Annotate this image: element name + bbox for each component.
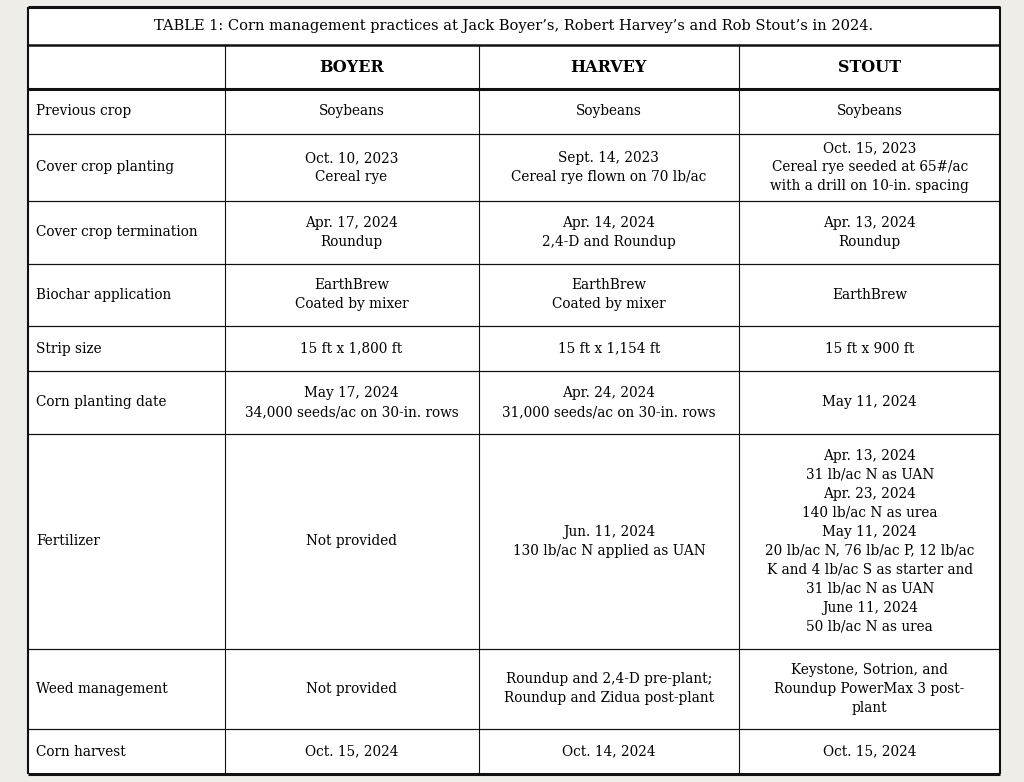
Text: Not provided: Not provided — [306, 682, 397, 696]
Text: HARVEY: HARVEY — [570, 59, 647, 76]
Text: 15 ft x 900 ft: 15 ft x 900 ft — [825, 342, 914, 356]
Text: Apr. 14, 2024
2,4-D and Roundup: Apr. 14, 2024 2,4-D and Roundup — [542, 216, 676, 249]
Bar — [739, 89, 1000, 134]
Bar — [478, 648, 739, 730]
Bar — [478, 434, 739, 648]
Bar — [739, 648, 1000, 730]
Bar — [224, 201, 478, 264]
Bar — [739, 326, 1000, 371]
Bar — [224, 89, 478, 134]
Bar — [28, 134, 224, 201]
Bar — [224, 434, 478, 648]
Text: Apr. 24, 2024
31,000 seeds/ac on 30-in. rows: Apr. 24, 2024 31,000 seeds/ac on 30-in. … — [502, 386, 716, 419]
Bar — [224, 648, 478, 730]
Text: May 11, 2024: May 11, 2024 — [822, 396, 918, 410]
Bar — [28, 730, 224, 774]
Text: Strip size: Strip size — [36, 342, 101, 356]
Bar — [28, 648, 224, 730]
Text: BOYER: BOYER — [319, 59, 384, 76]
Text: Corn harvest: Corn harvest — [36, 744, 126, 759]
Text: Oct. 15, 2023
Cereal rye seeded at 65#/ac
with a drill on 10-in. spacing: Oct. 15, 2023 Cereal rye seeded at 65#/a… — [770, 142, 969, 193]
Text: Not provided: Not provided — [306, 534, 397, 548]
Bar — [478, 89, 739, 134]
Bar — [478, 326, 739, 371]
Text: Apr. 13, 2024
31 lb/ac N as UAN
Apr. 23, 2024
140 lb/ac N as urea
May 11, 2024
2: Apr. 13, 2024 31 lb/ac N as UAN Apr. 23,… — [765, 449, 974, 633]
Bar — [739, 730, 1000, 774]
Text: EarthBrew: EarthBrew — [833, 288, 907, 302]
Bar — [739, 434, 1000, 648]
Bar — [28, 434, 224, 648]
Text: Biochar application: Biochar application — [36, 288, 171, 302]
Bar — [739, 371, 1000, 434]
Text: Sept. 14, 2023
Cereal rye flown on 70 lb/ac: Sept. 14, 2023 Cereal rye flown on 70 lb… — [511, 151, 707, 184]
Bar — [28, 7, 1000, 45]
Bar — [28, 264, 224, 326]
Text: 15 ft x 1,800 ft: 15 ft x 1,800 ft — [300, 342, 402, 356]
Text: Jun. 11, 2024
130 lb/ac N applied as UAN: Jun. 11, 2024 130 lb/ac N applied as UAN — [513, 525, 706, 558]
Text: Cover crop planting: Cover crop planting — [36, 160, 174, 174]
Text: Keystone, Sotrion, and
Roundup PowerMax 3 post-
plant: Keystone, Sotrion, and Roundup PowerMax … — [774, 663, 965, 715]
Text: Fertilizer: Fertilizer — [36, 534, 100, 548]
Bar — [478, 371, 739, 434]
Text: Cover crop termination: Cover crop termination — [36, 225, 198, 239]
Bar — [28, 326, 224, 371]
Text: TABLE 1: Corn management practices at Jack Boyer’s, Robert Harvey’s and Rob Stou: TABLE 1: Corn management practices at Ja… — [155, 19, 873, 33]
Text: Oct. 15, 2024: Oct. 15, 2024 — [823, 744, 916, 759]
Bar — [478, 264, 739, 326]
Bar — [224, 730, 478, 774]
Bar — [28, 201, 224, 264]
Text: Apr. 13, 2024
Roundup: Apr. 13, 2024 Roundup — [823, 216, 916, 249]
Bar — [224, 134, 478, 201]
Bar — [478, 730, 739, 774]
Text: Corn planting date: Corn planting date — [36, 396, 167, 410]
Text: Weed management: Weed management — [36, 682, 168, 696]
Bar — [224, 326, 478, 371]
Bar — [739, 201, 1000, 264]
Text: STOUT: STOUT — [838, 59, 901, 76]
Text: Soybeans: Soybeans — [575, 104, 642, 118]
Bar — [478, 134, 739, 201]
Bar — [224, 264, 478, 326]
Bar — [28, 371, 224, 434]
Text: May 17, 2024
34,000 seeds/ac on 30-in. rows: May 17, 2024 34,000 seeds/ac on 30-in. r… — [245, 386, 459, 419]
Text: Soybeans: Soybeans — [318, 104, 384, 118]
Bar — [478, 201, 739, 264]
Text: Apr. 17, 2024
Roundup: Apr. 17, 2024 Roundup — [305, 216, 398, 249]
Bar — [28, 89, 224, 134]
Text: Oct. 14, 2024: Oct. 14, 2024 — [562, 744, 655, 759]
Text: Roundup and 2,4-D pre-plant;
Roundup and Zidua post-plant: Roundup and 2,4-D pre-plant; Roundup and… — [504, 673, 714, 705]
Text: 15 ft x 1,154 ft: 15 ft x 1,154 ft — [558, 342, 660, 356]
Bar — [224, 371, 478, 434]
Bar — [28, 45, 1000, 89]
Bar — [739, 264, 1000, 326]
Text: Soybeans: Soybeans — [837, 104, 902, 118]
Text: Previous crop: Previous crop — [36, 104, 131, 118]
Bar — [739, 134, 1000, 201]
Text: EarthBrew
Coated by mixer: EarthBrew Coated by mixer — [295, 278, 409, 311]
Text: Oct. 10, 2023
Cereal rye: Oct. 10, 2023 Cereal rye — [305, 151, 398, 184]
Text: Oct. 15, 2024: Oct. 15, 2024 — [305, 744, 398, 759]
Text: EarthBrew
Coated by mixer: EarthBrew Coated by mixer — [552, 278, 666, 311]
